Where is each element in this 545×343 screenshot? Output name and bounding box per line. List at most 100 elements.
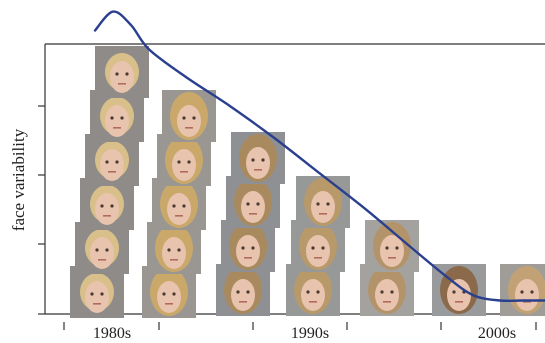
face-photo-face [246, 147, 270, 179]
face-photo-eye [380, 290, 384, 294]
face-photo-mouth [93, 303, 101, 305]
face-photo-face [311, 191, 335, 223]
face-photo [216, 264, 270, 316]
face-photo-face [241, 191, 265, 223]
face-photo-eye [256, 202, 260, 206]
face-photo-eye [452, 290, 456, 294]
face-photo [500, 264, 545, 316]
face-photo-face [172, 149, 196, 181]
face-photo-eye [177, 160, 181, 164]
face-photo-eye [172, 204, 176, 208]
face-photo-eye [182, 116, 186, 120]
face-photo-face [105, 105, 129, 137]
y-axis-label: face variability [9, 128, 28, 231]
face-photo-face [236, 235, 260, 267]
face-photo-face [100, 149, 124, 181]
face-photo-face [301, 279, 325, 311]
face-photo-eye [390, 290, 394, 294]
face-photo-mouth [383, 301, 391, 303]
face-photo-eye [321, 246, 325, 250]
face-photo [231, 132, 285, 184]
face-photo-mouth [309, 301, 317, 303]
face-photo-mouth [165, 303, 173, 305]
face-photo-face [162, 237, 186, 269]
face-photo-mouth [103, 215, 111, 217]
face-photo-mouth [244, 257, 252, 259]
face-photo-mouth [388, 257, 396, 259]
face-photo-face [90, 237, 114, 269]
face-photo-eye [241, 246, 245, 250]
face-photo-mouth [118, 83, 126, 85]
face-photo [157, 134, 211, 186]
face-photo-eye [115, 160, 119, 164]
face-photo-eye [520, 290, 524, 294]
face-photo-mouth [185, 127, 193, 129]
face-photo-eye [105, 160, 109, 164]
face-photo-mouth [455, 301, 463, 303]
face-photo [85, 134, 139, 186]
face-photo-eye [251, 246, 255, 250]
face-photo-eye [326, 202, 330, 206]
face-photo-face [177, 105, 201, 137]
face-photo-eye [105, 248, 109, 252]
face-photo-eye [251, 158, 255, 162]
face-photo-mouth [170, 259, 178, 261]
face-photo-eye [182, 204, 186, 208]
face-photo-face [167, 193, 191, 225]
face-photo-eye [100, 292, 104, 296]
face-photo-eye [236, 290, 240, 294]
face-photo-face [447, 279, 471, 311]
face-variability-curve [93, 10, 545, 303]
face-photo-eye [110, 204, 114, 208]
face-photo-eye [246, 290, 250, 294]
face-photo-eye [385, 246, 389, 250]
face-photo [90, 90, 144, 142]
face-photo-eye [192, 116, 196, 120]
face-photo [147, 222, 201, 274]
face-photo-face [380, 235, 404, 267]
face-photo [95, 46, 149, 98]
face-photo-face [157, 281, 181, 313]
face-photo-eye [110, 116, 114, 120]
face-photo [70, 266, 124, 318]
face-photo-eye [95, 248, 99, 252]
face-photo-eye [311, 246, 315, 250]
face-photo-eye [261, 158, 265, 162]
face-photo-eye [316, 202, 320, 206]
face-photo-eye [90, 292, 94, 296]
face-photo [80, 178, 134, 230]
face-photo-eye [246, 202, 250, 206]
face-photo-face [515, 279, 539, 311]
face-photo-mouth [180, 171, 188, 173]
face-photo-mouth [98, 259, 106, 261]
face-photo [221, 220, 275, 272]
face-photo-grid [70, 46, 545, 318]
face-photo-eye [162, 292, 166, 296]
face-photo-eye [120, 116, 124, 120]
face-photo-mouth [249, 213, 257, 215]
face-photo [296, 176, 350, 228]
face-photo-eye [177, 248, 181, 252]
face-photo-face [85, 281, 109, 313]
face-photo-eye [172, 292, 176, 296]
face-photo-eye [115, 72, 119, 76]
x-tick-label-1990s: 1990s [291, 325, 329, 342]
x-tick-label-1980s: 1980s [93, 325, 131, 342]
face-photo [291, 220, 345, 272]
face-photo [162, 90, 216, 142]
face-photo-mouth [319, 213, 327, 215]
face-photo-mouth [113, 127, 121, 129]
face-photo-eye [395, 246, 399, 250]
face-photo-face [375, 279, 399, 311]
face-photo-eye [187, 160, 191, 164]
face-photo [360, 264, 414, 316]
face-photo-mouth [239, 301, 247, 303]
y-ticks [38, 105, 45, 315]
face-photo-eye [100, 204, 104, 208]
face-photo-eye [316, 290, 320, 294]
face-photo-eye [125, 72, 129, 76]
face-photo-mouth [254, 169, 262, 171]
face-photo [286, 264, 340, 316]
face-photo [142, 266, 196, 318]
